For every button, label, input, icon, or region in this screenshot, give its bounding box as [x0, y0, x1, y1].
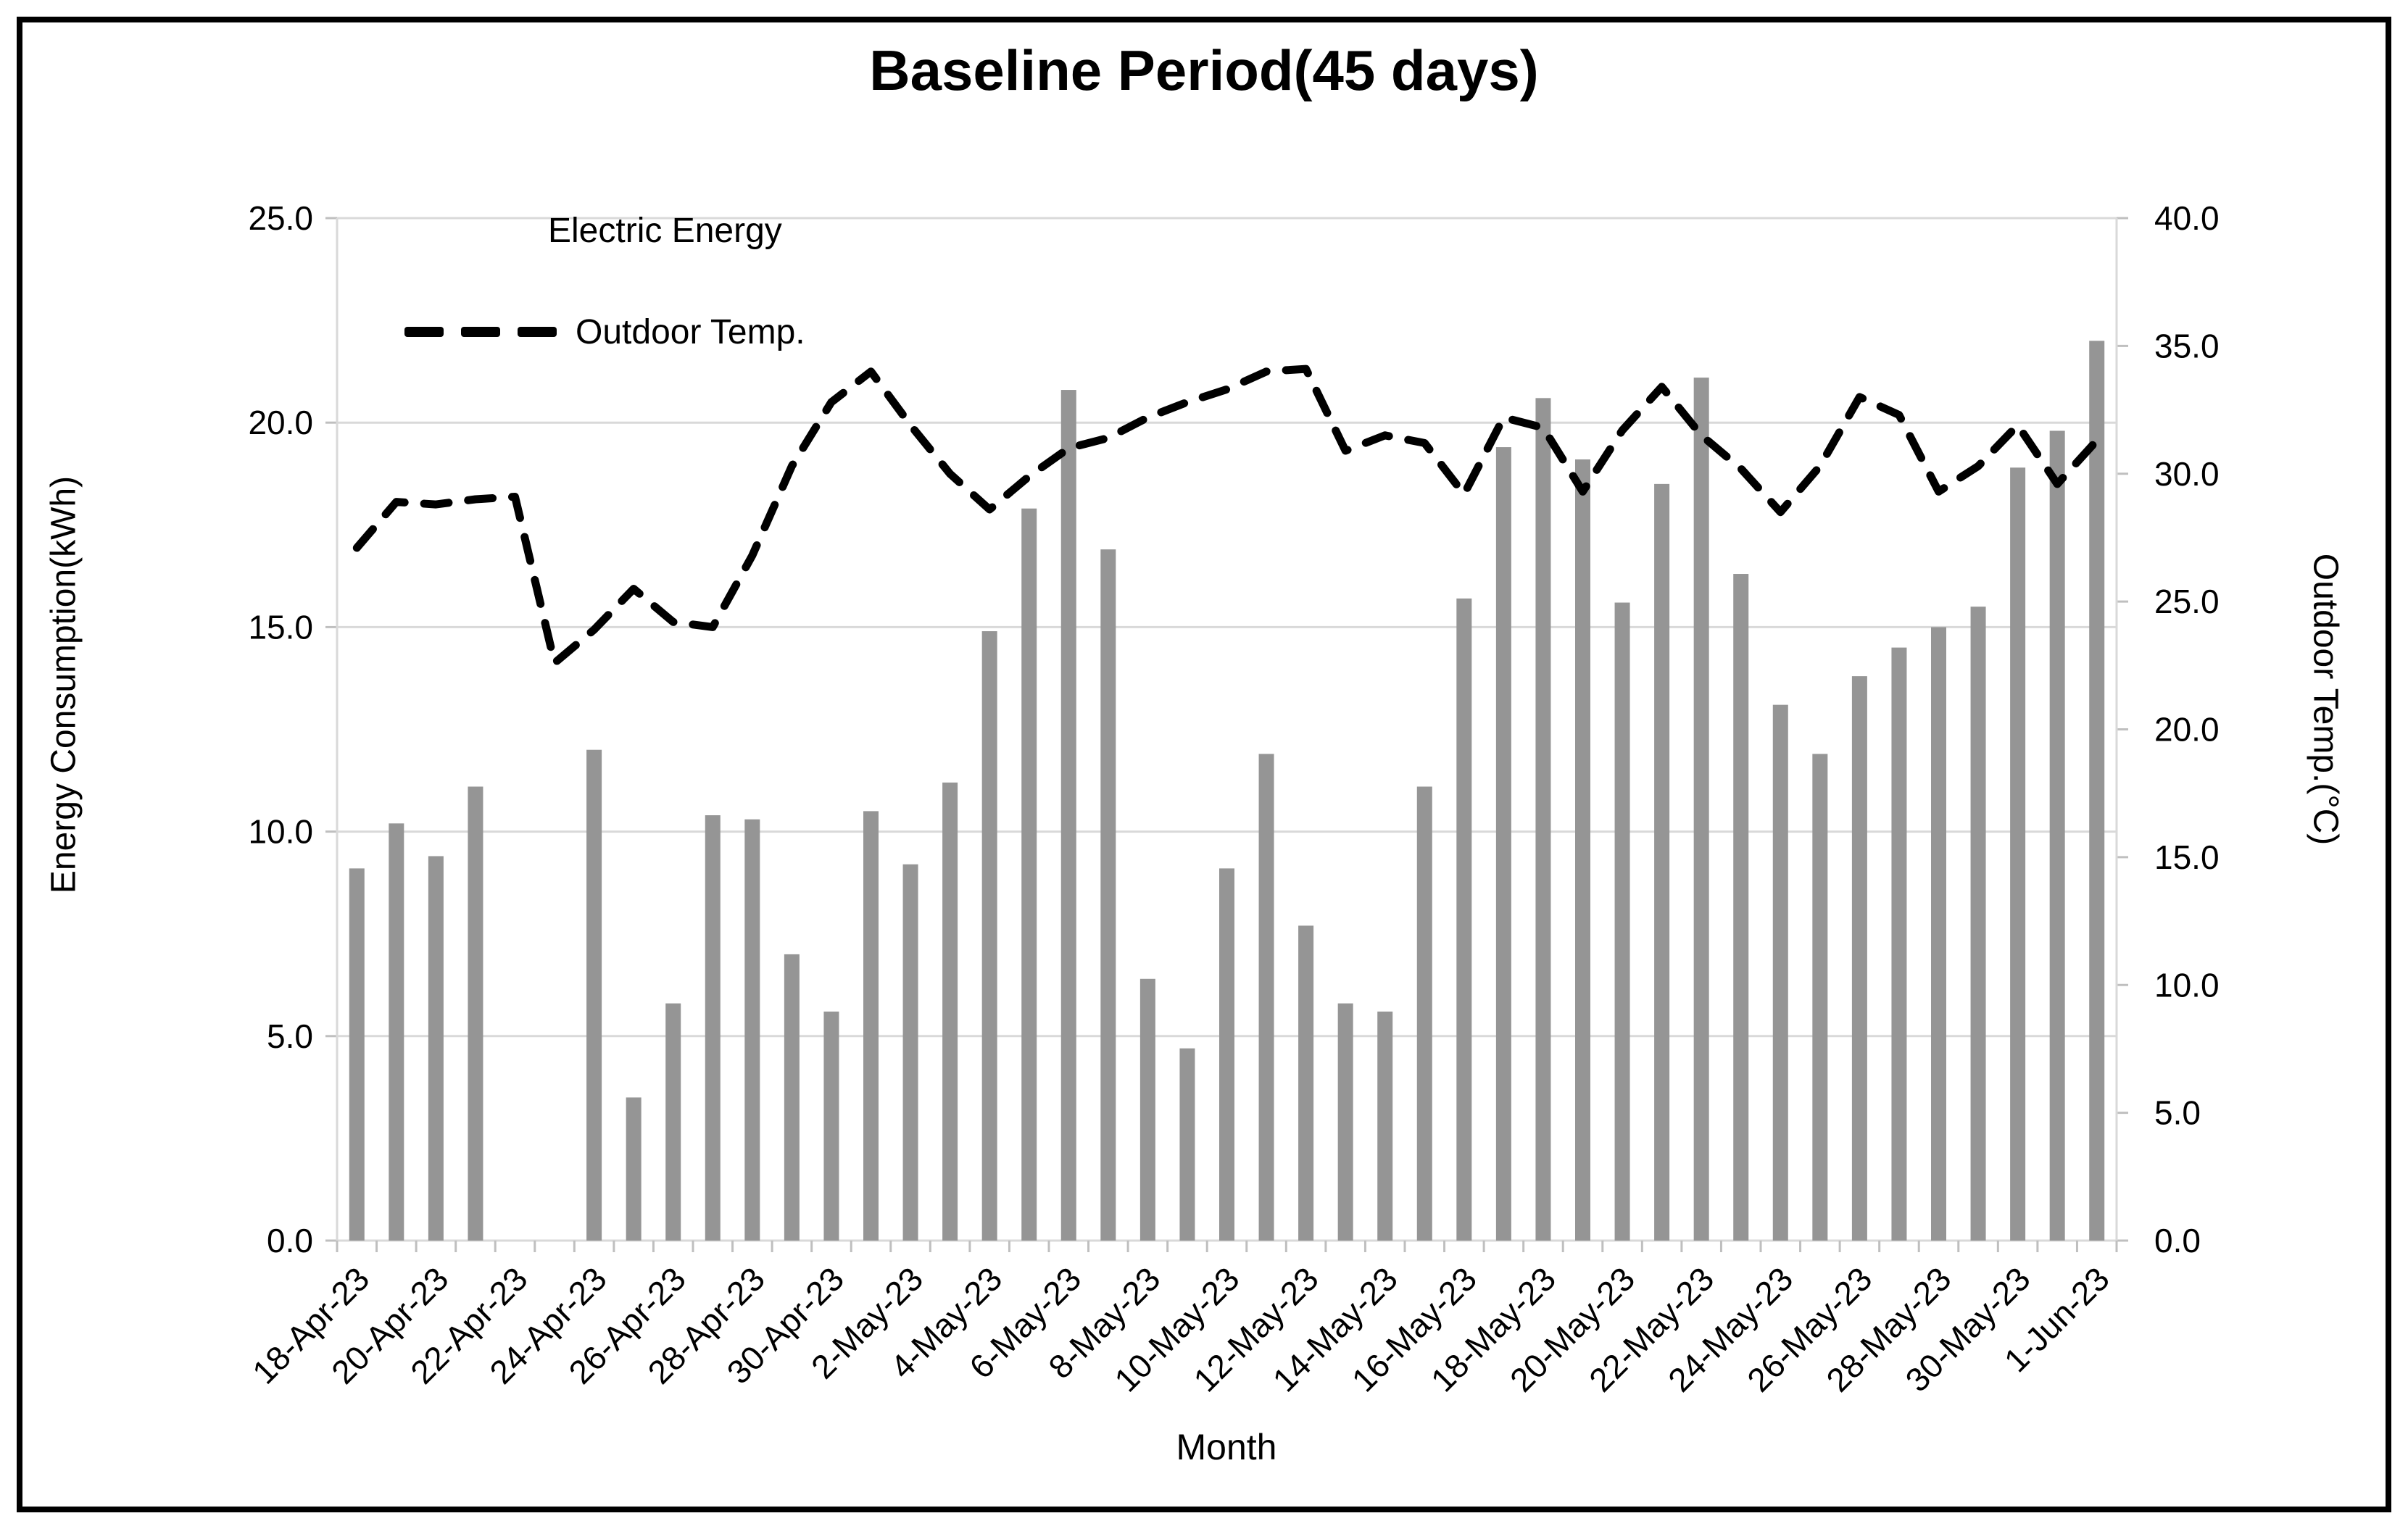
y-left-tick-label: 0.0	[267, 1222, 313, 1259]
y-left-tick-label: 10.0	[248, 813, 313, 851]
y-right-tick-label: 10.0	[2154, 966, 2220, 1004]
y-axis-right-title: Outdoor Temp.(°C)	[2306, 553, 2345, 846]
legend-label-outdoor-temp: Outdoor Temp.	[576, 312, 805, 351]
bar-31-May-23	[2049, 430, 2065, 1241]
y-right-tick-label: 5.0	[2154, 1094, 2201, 1132]
bar-28-Apr-23	[744, 819, 760, 1241]
bar-24-May-23	[1772, 704, 1788, 1241]
chart-title: Baseline Period(45 days)	[869, 38, 1539, 102]
bar-6-May-23	[1060, 390, 1076, 1241]
y-right-tick-label: 25.0	[2154, 583, 2220, 620]
bar-13-May-23	[1337, 1003, 1353, 1241]
bar-29-May-23	[1970, 607, 1986, 1241]
y-left-tick-label: 20.0	[248, 404, 313, 441]
bar-19-May-23	[1575, 459, 1590, 1241]
outdoor-temp-line	[352, 364, 2101, 667]
bar-10-May-23	[1219, 868, 1234, 1241]
bar-18-May-23	[1535, 398, 1551, 1241]
y-right-tick-label: 15.0	[2154, 838, 2220, 876]
bar-30-Apr-23	[823, 1011, 839, 1241]
bar-4-May-23	[981, 631, 997, 1241]
bar-23-May-23	[1733, 574, 1749, 1241]
bar-16-May-23	[1456, 598, 1472, 1241]
y-right-tick-label: 40.0	[2154, 199, 2220, 237]
bar-7-May-23	[1100, 549, 1116, 1241]
bar-12-May-23	[1298, 925, 1314, 1241]
dashed-line-icon	[404, 310, 557, 354]
bar-swatch-icon	[404, 209, 529, 252]
legend: Electric Energy Outdoor Temp.	[404, 209, 805, 354]
y-left-tick-label: 15.0	[248, 608, 313, 646]
y-left-tick-label: 25.0	[248, 199, 313, 237]
bar-18-Apr-23	[349, 868, 365, 1241]
bar-30-May-23	[2010, 467, 2026, 1241]
bar-26-May-23	[1851, 676, 1867, 1241]
bar-19-Apr-23	[389, 823, 404, 1241]
bar-21-Apr-23	[468, 786, 483, 1241]
y-right-tick-label: 0.0	[2154, 1222, 2201, 1259]
bar-1-Jun-23	[2089, 341, 2105, 1241]
y-right-tick-label: 35.0	[2154, 327, 2220, 364]
bar-15-May-23	[1416, 786, 1432, 1241]
y-left-tick-label: 5.0	[267, 1017, 313, 1055]
bar-27-May-23	[1891, 647, 1907, 1241]
bar-20-Apr-23	[428, 856, 444, 1241]
bar-28-May-23	[1931, 627, 1946, 1241]
y-right-tick-label: 20.0	[2154, 711, 2220, 749]
y-right-tick-label: 30.0	[2154, 455, 2220, 493]
bar-20-May-23	[1614, 602, 1630, 1241]
bar-24-Apr-23	[586, 749, 602, 1241]
bar-2-May-23	[902, 864, 918, 1241]
bar-8-May-23	[1139, 978, 1155, 1241]
bar-22-May-23	[1693, 378, 1709, 1241]
y-axis-left-title: Energy Consumption(kWh)	[44, 475, 83, 894]
bar-9-May-23	[1179, 1048, 1195, 1241]
bar-21-May-23	[1654, 483, 1670, 1241]
x-axis-title: Month	[1176, 1427, 1277, 1467]
bar-25-May-23	[1812, 754, 1828, 1241]
bar-29-Apr-23	[784, 954, 800, 1241]
bar-17-May-23	[1495, 447, 1511, 1241]
bar-25-Apr-23	[626, 1097, 642, 1241]
bar-14-May-23	[1377, 1011, 1393, 1241]
image-border	[17, 17, 2391, 1512]
bar-26-Apr-23	[665, 1003, 681, 1241]
bar-5-May-23	[1021, 508, 1037, 1241]
bar-3-May-23	[942, 782, 958, 1241]
bar-1-May-23	[863, 811, 879, 1241]
bar-11-May-23	[1258, 754, 1274, 1241]
bar-27-Apr-23	[705, 815, 721, 1241]
legend-item-outdoor-temp: Outdoor Temp.	[404, 310, 805, 354]
legend-label-electric-energy: Electric Energy	[548, 211, 782, 250]
legend-item-electric-energy: Electric Energy	[404, 209, 805, 252]
